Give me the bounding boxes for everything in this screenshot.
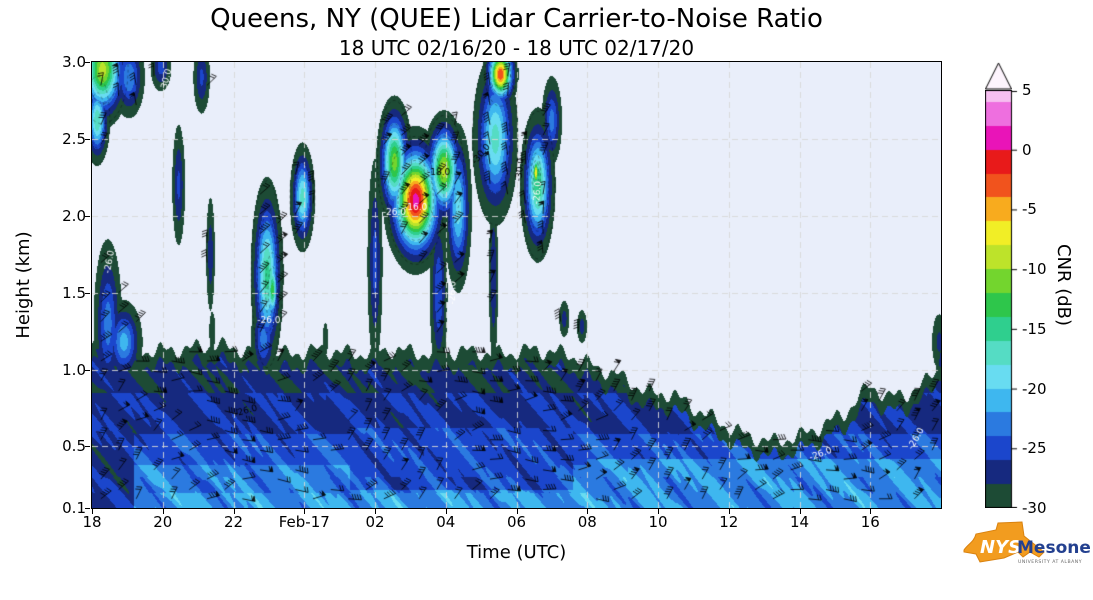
colorbar-tick-label: -20 — [1022, 379, 1047, 398]
cnr-heatmap-canvas — [92, 62, 941, 508]
x-tick-mark — [516, 509, 518, 514]
colorbar-tick-label: 5 — [1022, 81, 1032, 99]
y-tick-label: 3.0 — [62, 53, 86, 71]
x-tick-label: 14 — [789, 513, 810, 531]
y-tick-label: 0.5 — [62, 437, 86, 456]
x-tick-mark — [587, 509, 589, 514]
colorbar-scale — [985, 90, 1018, 508]
colorbar-tick-label: -15 — [1022, 319, 1047, 338]
x-tick-label: 16 — [860, 513, 880, 531]
x-tick-mark — [162, 509, 164, 514]
x-tick-label: 06 — [506, 513, 527, 531]
colorbar-tick-label: 0 — [1022, 140, 1032, 159]
x-tick-label: 18 — [82, 513, 102, 531]
y-tick-mark — [85, 138, 90, 140]
plot-area — [91, 61, 942, 509]
x-tick-mark — [870, 509, 872, 514]
x-tick-mark — [233, 509, 235, 514]
x-tick-mark — [375, 509, 376, 514]
x-tick-label: 08 — [577, 513, 597, 531]
y-tick-label: 1.0 — [62, 360, 86, 379]
y-tick-label: 2.0 — [62, 206, 86, 225]
logo-mesonet-text: Mesonet — [1017, 538, 1090, 558]
x-tick-label: 22 — [223, 513, 244, 531]
x-tick-mark — [304, 509, 306, 514]
nys-mesonet-logo: NYS Mesonet UNIVERSITY AT ALBANY — [960, 512, 1093, 596]
y-tick-label: 0.1 — [62, 499, 86, 517]
chart-title: Queens, NY (QUEE) Lidar Carrier-to-Noise… — [210, 4, 823, 34]
y-tick-mark — [85, 446, 90, 448]
x-tick-mark — [728, 509, 730, 514]
x-tick-label: 20 — [153, 513, 173, 531]
x-tick-mark — [92, 509, 93, 514]
y-tick-label: 2.5 — [62, 129, 86, 148]
x-tick-label: 12 — [719, 513, 739, 531]
logo-nys-text: NYS — [980, 537, 1021, 558]
colorbar — [985, 62, 1025, 508]
x-tick-label: 02 — [365, 513, 385, 531]
colorbar-tick-label: -30 — [1022, 499, 1047, 517]
x-tick-label: 10 — [648, 513, 668, 531]
y-tick-mark — [85, 215, 90, 217]
x-axis-tick-labels: 18 20 22 Feb-17 02 04 06 08 10 12 14 16 — [0, 513, 1093, 537]
logo-university-text: UNIVERSITY AT ALBANY — [1018, 559, 1082, 565]
ny-state-shape — [963, 521, 1045, 563]
colorbar-tick-label: -5 — [1022, 200, 1037, 219]
ny-state-icon: NYS Mesonet UNIVERSITY AT ALBANY — [963, 521, 1093, 565]
y-tick-label: 1.5 — [62, 283, 86, 302]
x-tick-mark — [445, 509, 447, 514]
chart-subtitle: 18 UTC 02/16/20 - 18 UTC 02/17/20 — [338, 36, 695, 60]
x-axis-label: Time (UTC) — [466, 542, 567, 563]
colorbar-tick-label: -25 — [1022, 439, 1047, 458]
y-tick-mark — [85, 62, 90, 63]
colorbar-extend-triangle-icon — [985, 62, 1012, 90]
y-tick-mark — [85, 369, 90, 371]
colorbar-tick-label: -10 — [1022, 260, 1047, 279]
y-tick-mark — [85, 508, 90, 509]
x-tick-mark — [799, 509, 801, 514]
x-tick-mark — [658, 509, 659, 514]
y-tick-mark — [85, 292, 90, 294]
y-axis-tick-labels: 3.0 2.5 2.0 1.5 1.0 0.5 0.1 — [38, 53, 86, 517]
y-axis-label: Height (km) — [13, 231, 34, 339]
x-tick-label: Feb-17 — [278, 513, 330, 531]
x-tick-label: 04 — [436, 513, 456, 531]
